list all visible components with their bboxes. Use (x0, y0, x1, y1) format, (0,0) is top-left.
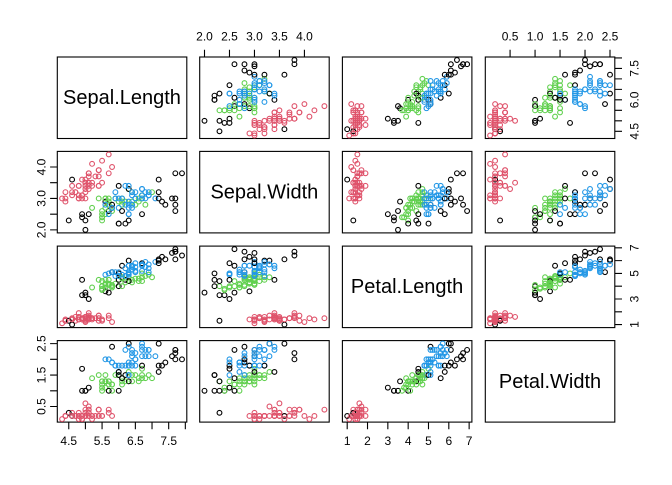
svg-text:2.0: 2.0 (34, 221, 48, 238)
svg-text:0.5: 0.5 (34, 398, 48, 415)
svg-text:3: 3 (627, 295, 641, 302)
svg-text:4: 4 (405, 434, 412, 448)
svg-text:6.0: 6.0 (627, 91, 641, 108)
svg-text:6.5: 6.5 (127, 434, 144, 448)
svg-text:3: 3 (384, 434, 391, 448)
svg-text:1: 1 (344, 434, 351, 448)
svg-text:3.5: 3.5 (271, 30, 288, 44)
svg-text:4.0: 4.0 (34, 158, 48, 175)
svg-text:1: 1 (627, 321, 641, 328)
svg-text:5: 5 (425, 434, 432, 448)
svg-text:1.0: 1.0 (527, 30, 544, 44)
svg-text:2.5: 2.5 (221, 30, 238, 44)
svg-text:7: 7 (466, 434, 473, 448)
svg-text:3.0: 3.0 (246, 30, 263, 44)
svg-text:2.0: 2.0 (196, 30, 213, 44)
svg-text:4.5: 4.5 (60, 434, 77, 448)
svg-text:2.5: 2.5 (34, 335, 48, 352)
svg-text:1.5: 1.5 (34, 366, 48, 383)
svg-text:4.0: 4.0 (296, 30, 313, 44)
svg-text:2.0: 2.0 (577, 30, 594, 44)
svg-text:0.5: 0.5 (502, 30, 519, 44)
svg-text:3.0: 3.0 (34, 190, 48, 207)
svg-text:7.5: 7.5 (627, 60, 641, 77)
svg-text:7.5: 7.5 (160, 434, 177, 448)
svg-text:Sepal.Width: Sepal.Width (210, 182, 318, 204)
svg-text:4.5: 4.5 (627, 123, 641, 140)
svg-text:6: 6 (445, 434, 452, 448)
svg-text:7: 7 (627, 244, 641, 251)
svg-text:Petal.Length: Petal.Length (351, 276, 463, 298)
svg-text:1.5: 1.5 (552, 30, 569, 44)
svg-text:5: 5 (627, 270, 641, 277)
svg-text:Petal.Width: Petal.Width (499, 371, 601, 393)
svg-text:Sepal.Length: Sepal.Length (63, 87, 181, 109)
svg-text:2.5: 2.5 (602, 30, 619, 44)
svg-text:2: 2 (364, 434, 371, 448)
svg-text:5.5: 5.5 (94, 434, 111, 448)
